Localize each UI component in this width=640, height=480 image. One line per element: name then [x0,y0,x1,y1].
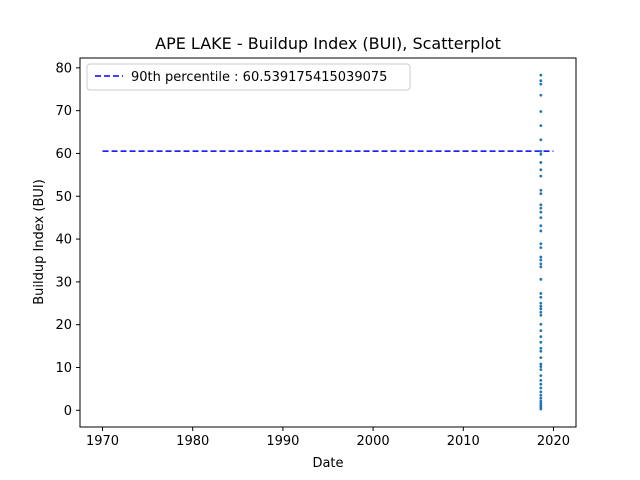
y-tick-label: 40 [55,233,72,248]
data-point [539,265,543,269]
data-point [539,374,543,378]
data-point [539,255,543,259]
y-tick-label: 0 [64,404,72,419]
data-point [539,349,543,353]
data-point [539,73,543,77]
data-point [539,138,543,142]
x-axis: 1970 1980 1990 2000 2010 2020 [86,427,570,449]
data-point [539,396,543,400]
data-point [539,310,543,314]
data-point [539,382,543,386]
data-point [539,313,543,317]
x-tick-label: 1990 [266,434,299,449]
data-point [539,301,543,305]
data-point [539,307,543,311]
y-tick-label: 20 [55,318,72,333]
data-point [539,229,543,233]
y-tick-label: 60 [55,147,72,162]
data-point [539,262,543,266]
plot-frame [79,57,577,428]
y-tick-label: 30 [55,275,72,290]
data-point [539,292,543,295]
data-point [539,206,543,210]
data-point [539,340,543,344]
y-tick-label: 80 [55,61,72,76]
data-point [539,277,543,281]
data-point [539,258,543,262]
data-point [539,82,543,86]
data-point [539,304,543,308]
data-point [539,378,543,382]
data-point [539,110,543,113]
data-point [539,216,543,220]
data-point [539,149,543,153]
data-point [539,210,543,214]
plot-area [102,73,554,411]
y-axis-label: Buildup Index (BUI) [32,179,47,305]
data-point [539,242,543,246]
x-tick-label: 1970 [86,434,119,449]
data-point [539,399,543,403]
y-axis: 0 10 20 30 40 50 60 70 80 [55,61,80,419]
x-tick-label: 1980 [176,434,209,449]
chart-title: APE LAKE - Buildup Index (BUI), Scatterp… [155,34,501,53]
y-tick-label: 10 [55,361,72,376]
x-tick-label: 2000 [357,434,390,449]
data-point [539,174,543,178]
data-point [539,203,543,207]
data-point [539,362,543,366]
data-point [539,393,543,397]
data-point [539,224,543,228]
data-point [539,386,543,390]
data-point [539,161,543,164]
data-point [539,390,543,394]
y-tick-label: 50 [55,190,72,205]
data-point [539,188,543,192]
data-point [539,124,543,128]
data-point [539,329,543,333]
legend: 90th percentile : 60.539175415039075 [86,63,411,91]
data-point [539,368,543,372]
y-tick-label: 70 [55,104,72,119]
data-point [539,356,543,360]
data-point [539,152,543,156]
data-point [539,402,543,405]
data-point [539,192,543,196]
legend-box [86,63,411,91]
x-axis-label: Date [312,456,343,471]
data-point [539,407,543,411]
data-point [539,322,543,326]
data-point [539,79,543,83]
legend-label: 90th percentile : 60.539175415039075 [131,70,387,85]
data-point [539,295,543,299]
data-point [539,365,543,369]
data-point [539,346,543,350]
data-point [539,335,543,339]
x-tick-label: 2020 [537,434,570,449]
data-point [539,93,543,97]
x-tick-label: 2010 [447,434,480,449]
data-point [539,168,543,172]
data-point [539,246,543,250]
